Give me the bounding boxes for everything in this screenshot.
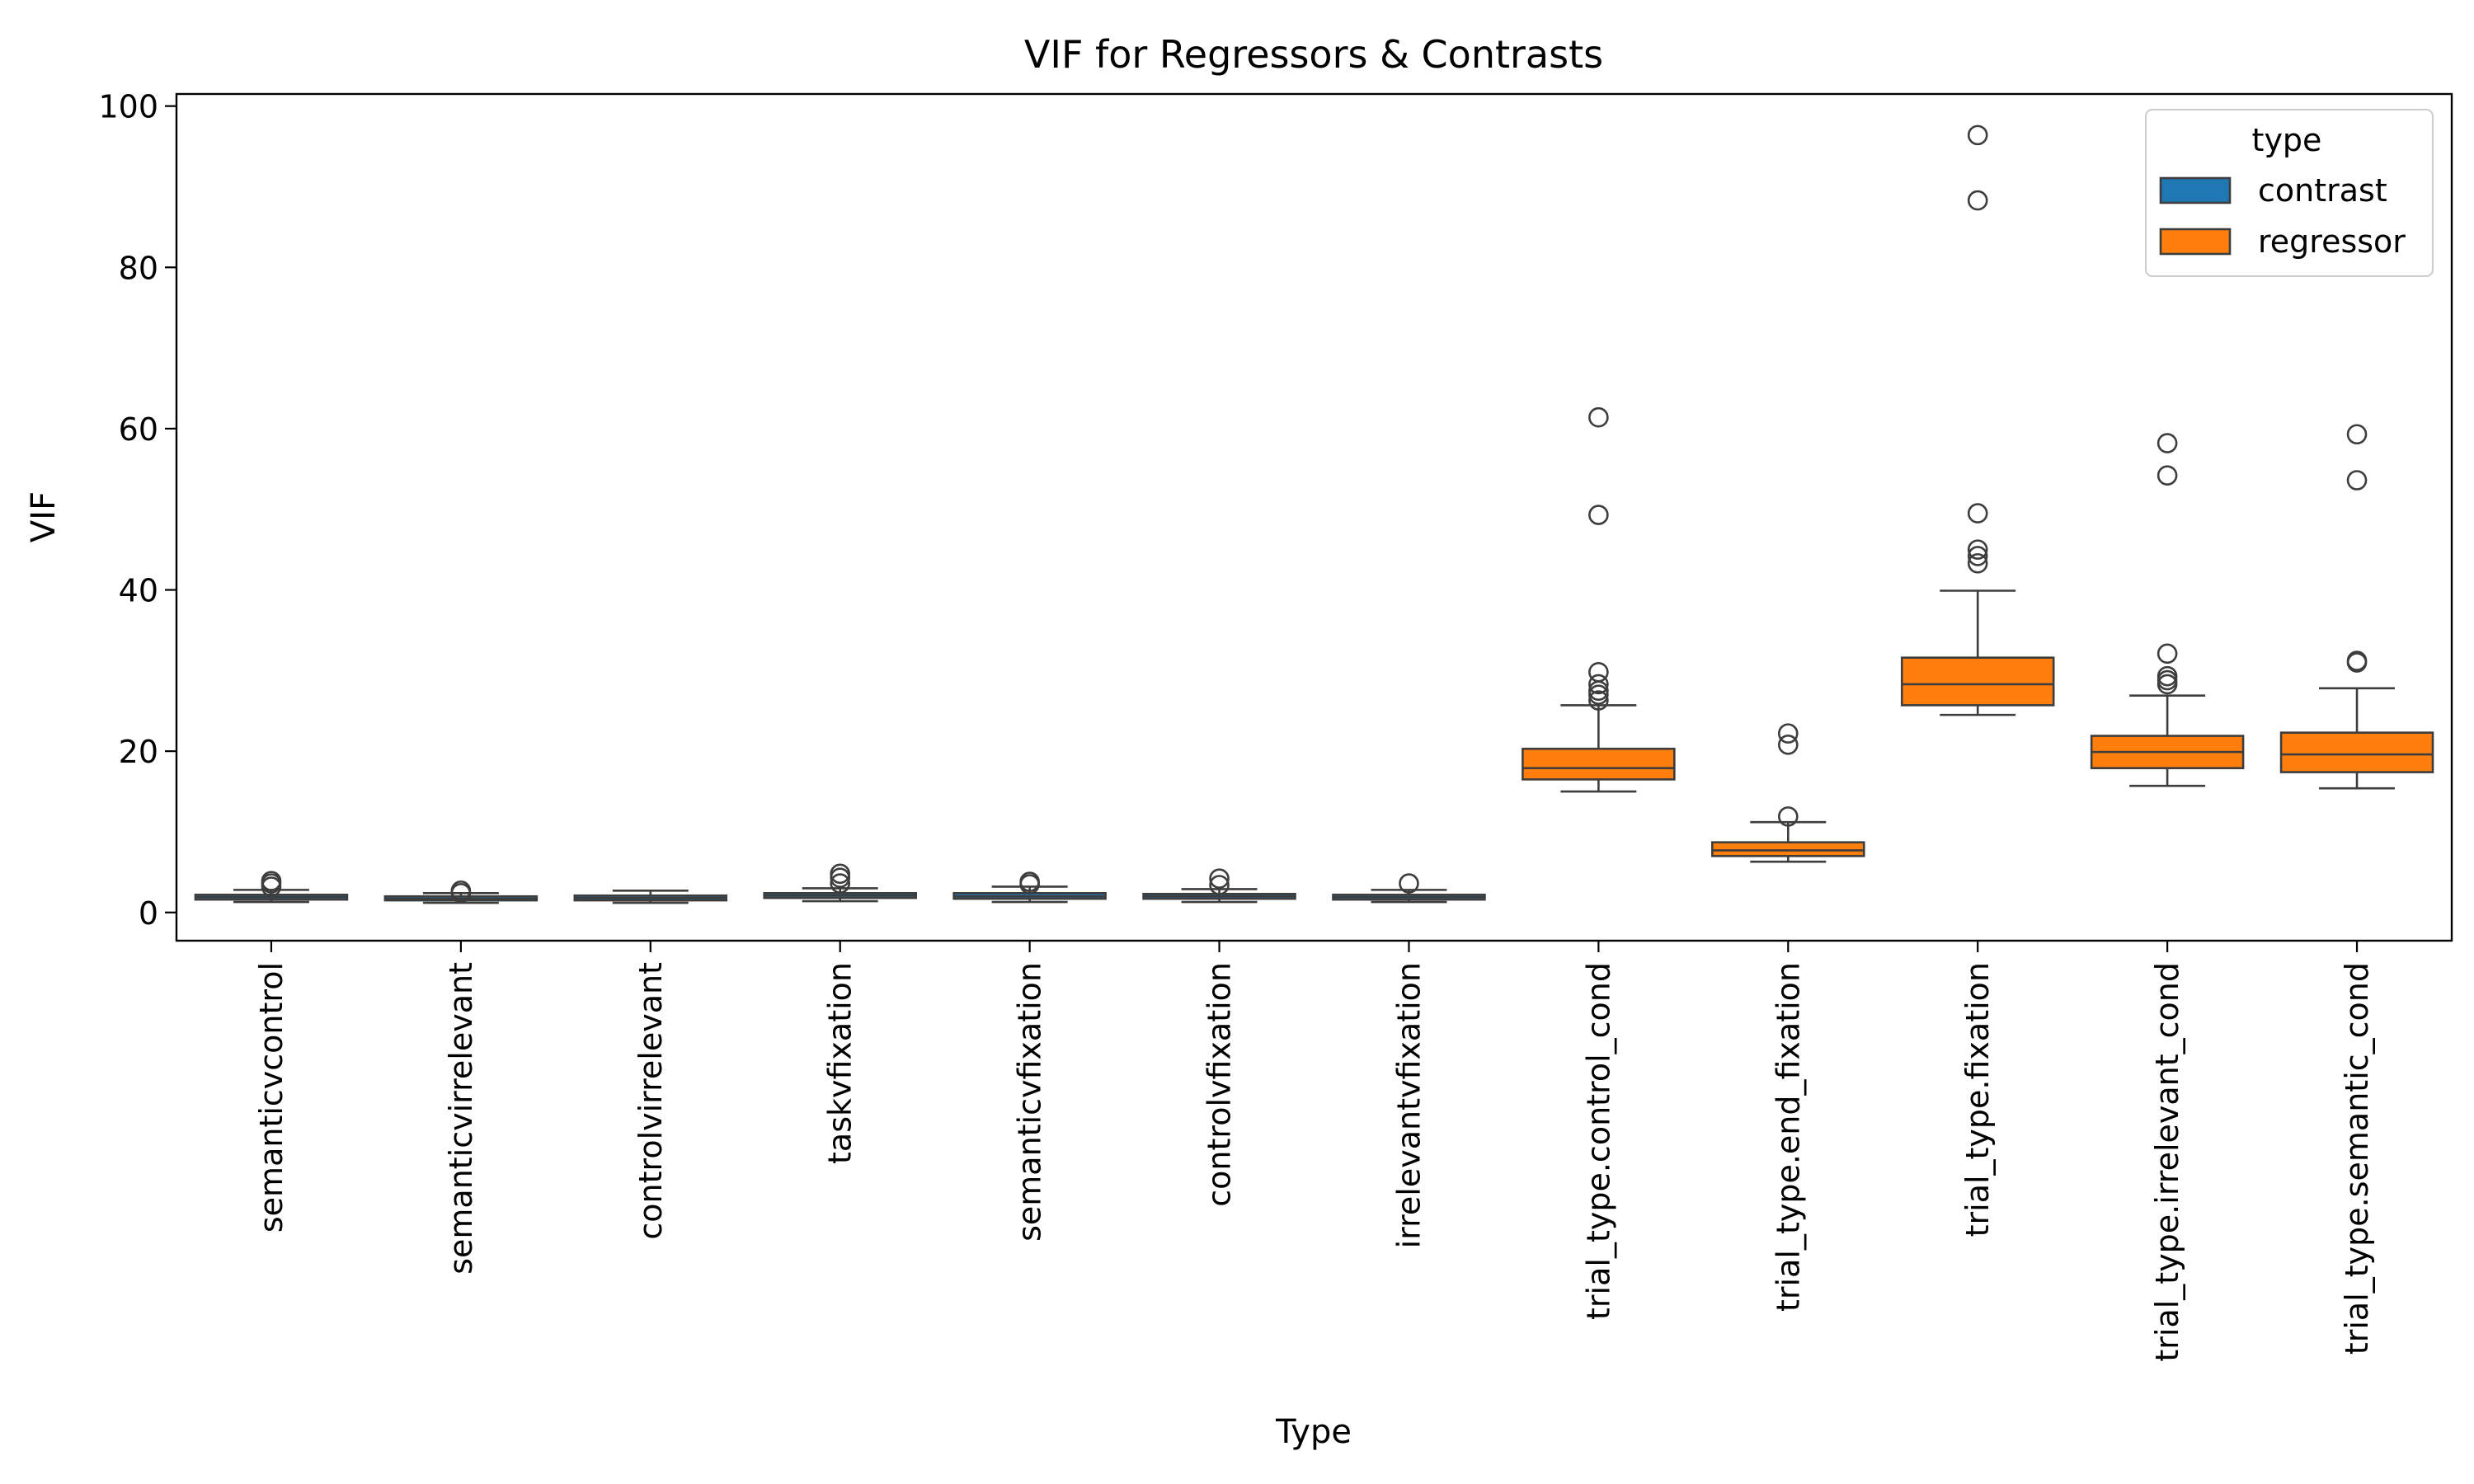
outlier-point — [1588, 690, 1609, 711]
box-group — [1900, 124, 2055, 716]
box-group — [1711, 723, 1865, 863]
box-iqr — [1522, 747, 1676, 781]
box-group — [1142, 868, 1296, 904]
x-tick-label: controlvirrelevant — [633, 962, 669, 1240]
outlier-point — [1209, 868, 1230, 889]
outlier-point — [830, 863, 851, 885]
x-tick-label: trial_type.control_cond — [1580, 962, 1616, 1320]
outlier-point — [1399, 873, 1419, 894]
legend-label-regressor: regressor — [2258, 223, 2406, 260]
y-tick-label: 40 — [119, 573, 158, 609]
x-tick-label: semanticvfixation — [1012, 962, 1048, 1242]
box-group — [2090, 433, 2245, 787]
y-tick-label: 0 — [139, 895, 158, 932]
outlier-point — [2157, 669, 2178, 691]
outlier-point — [2157, 433, 2178, 453]
x-axis-label: Type — [1275, 1413, 1352, 1451]
outlier-point — [2157, 465, 2178, 486]
y-tick-label: 20 — [119, 734, 158, 770]
outlier-point — [261, 871, 282, 891]
box-group — [952, 871, 1107, 904]
plot-layer: 0 20 40 60 80 100 semanticvcontrol semanticvirr… — [98, 89, 2434, 1362]
legend: type contrast regressor — [2145, 109, 2434, 277]
x-tick-label: irrelevantvfixation — [1390, 962, 1427, 1248]
outlier-point — [830, 873, 851, 894]
box-iqr — [2279, 731, 2434, 773]
legend-title: type — [2252, 122, 2322, 158]
chart-title: VIF for Regressors & Contrasts — [1024, 32, 1603, 77]
y-tick-label: 100 — [98, 89, 158, 125]
box-group — [1522, 406, 1676, 793]
outlier-point — [1588, 505, 1609, 525]
outlier-point — [1967, 190, 1988, 211]
outlier-point — [1588, 674, 1609, 695]
x-tick-label: semanticvcontrol — [253, 962, 289, 1233]
outlier-point — [1777, 735, 1799, 755]
box-iqr — [1711, 841, 1865, 857]
outlier-point — [2157, 665, 2178, 687]
outlier-point — [1967, 552, 1988, 574]
outlier-point — [1967, 124, 1988, 146]
x-tick-label: semanticvirrelevant — [443, 962, 479, 1275]
legend-label-contrast: contrast — [2258, 172, 2387, 209]
box-group — [1332, 873, 1486, 904]
outlier-point — [450, 881, 472, 901]
outlier-point — [1209, 875, 1230, 895]
x-tick-label: controlvfixation — [1202, 962, 1238, 1207]
x-tick-label: trial_type.end_fixation — [1770, 962, 1806, 1312]
box-group — [383, 881, 539, 904]
x-tick-label: taskvfixation — [822, 962, 858, 1164]
y-tick-label: 80 — [119, 250, 158, 286]
x-tick-label: trial_type.semantic_cond — [2339, 962, 2375, 1355]
outlier-point — [1019, 871, 1040, 892]
outlier-point — [2346, 650, 2368, 671]
outlier-point — [1588, 661, 1609, 683]
outlier-point — [2346, 424, 2368, 445]
box-group — [2279, 424, 2434, 790]
y-tick-label: 60 — [119, 411, 158, 448]
box-group — [194, 871, 349, 904]
legend-swatch-contrast — [2159, 176, 2232, 204]
outlier-point — [1967, 546, 1988, 566]
outlier-point — [1777, 806, 1799, 827]
y-axis-label: VIF — [25, 491, 63, 542]
x-tick-label: trial_type.fixation — [1959, 962, 1996, 1237]
box-group — [573, 890, 728, 904]
outlier-point — [2346, 470, 2368, 491]
outlier-point — [2157, 643, 2178, 665]
box-group — [763, 863, 917, 903]
plot-area-frame — [175, 92, 2453, 942]
outlier-point — [2346, 652, 2368, 673]
outlier-point — [1967, 539, 1988, 560]
outlier-point — [1777, 723, 1799, 744]
outlier-point — [1967, 503, 1988, 524]
box-iqr — [1900, 656, 2055, 707]
outlier-point — [1588, 406, 1609, 428]
x-tick-label: trial_type.irrelevant_cond — [2149, 962, 2185, 1362]
legend-swatch-regressor — [2159, 228, 2232, 256]
